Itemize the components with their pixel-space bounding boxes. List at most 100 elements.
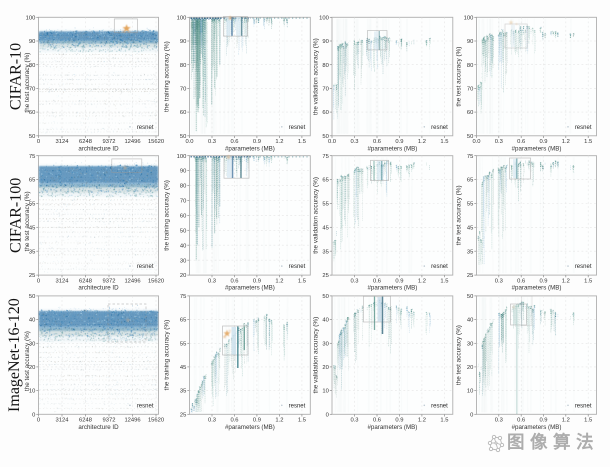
svg-text:15620: 15620 bbox=[148, 139, 164, 145]
svg-text:40: 40 bbox=[180, 243, 186, 249]
svg-text:1.2: 1.2 bbox=[562, 278, 570, 284]
svg-text:90: 90 bbox=[467, 39, 473, 45]
svg-text:75: 75 bbox=[180, 294, 186, 300]
svg-text:1.2: 1.2 bbox=[562, 139, 570, 145]
svg-text:0.9: 0.9 bbox=[539, 418, 547, 424]
svg-text:0.3: 0.3 bbox=[350, 139, 358, 145]
svg-text:65: 65 bbox=[29, 178, 35, 184]
svg-text:25: 25 bbox=[322, 273, 328, 279]
svg-text:0.6: 0.6 bbox=[373, 139, 381, 145]
svg-text:65: 65 bbox=[322, 178, 328, 184]
svg-text:1.5: 1.5 bbox=[298, 278, 306, 284]
svg-text:0.9: 0.9 bbox=[539, 278, 547, 284]
svg-text:50: 50 bbox=[180, 228, 186, 234]
svg-text:60: 60 bbox=[180, 110, 186, 116]
svg-text:1.5: 1.5 bbox=[298, 139, 306, 145]
svg-text:6248: 6248 bbox=[79, 278, 92, 284]
svg-text:60: 60 bbox=[322, 110, 328, 116]
svg-text:#parameters (MB): #parameters (MB) bbox=[367, 145, 417, 152]
svg-text:the training accuracy (%): the training accuracy (%) bbox=[164, 180, 171, 251]
svg-text:resnet: resnet bbox=[575, 403, 592, 409]
svg-text:1.5: 1.5 bbox=[584, 139, 592, 145]
svg-text:3124: 3124 bbox=[56, 418, 70, 424]
svg-text:#parameters (MB): #parameters (MB) bbox=[512, 424, 562, 431]
svg-text:#parameters (MB): #parameters (MB) bbox=[367, 424, 417, 431]
svg-text:0: 0 bbox=[37, 418, 40, 424]
svg-text:1.2: 1.2 bbox=[562, 418, 570, 424]
svg-text:0: 0 bbox=[37, 278, 40, 284]
svg-text:0.6: 0.6 bbox=[517, 278, 525, 284]
svg-text:50: 50 bbox=[29, 294, 35, 300]
svg-text:45: 45 bbox=[467, 225, 473, 231]
svg-text:50: 50 bbox=[467, 134, 473, 140]
svg-text:80: 80 bbox=[180, 184, 186, 190]
svg-text:0.0: 0.0 bbox=[328, 139, 336, 145]
svg-text:50: 50 bbox=[180, 134, 186, 140]
svg-text:resnet: resnet bbox=[575, 264, 592, 270]
svg-text:0.3: 0.3 bbox=[208, 139, 216, 145]
svg-text:55: 55 bbox=[467, 202, 473, 208]
svg-text:the test accuracy (%): the test accuracy (%) bbox=[24, 191, 31, 251]
svg-text:resnet: resnet bbox=[431, 264, 448, 270]
svg-text:1.2: 1.2 bbox=[275, 139, 283, 145]
svg-text:80: 80 bbox=[180, 63, 186, 69]
svg-text:1.2: 1.2 bbox=[275, 418, 283, 424]
svg-text:55: 55 bbox=[180, 341, 186, 347]
svg-text:resnet: resnet bbox=[289, 264, 306, 270]
svg-text:50: 50 bbox=[322, 294, 328, 300]
svg-text:0.3: 0.3 bbox=[495, 418, 503, 424]
svg-text:0: 0 bbox=[326, 412, 329, 418]
svg-text:0.9: 0.9 bbox=[253, 139, 261, 145]
svg-text:the validation accuracy (%): the validation accuracy (%) bbox=[313, 317, 320, 394]
svg-text:25: 25 bbox=[29, 273, 35, 279]
svg-text:90: 90 bbox=[322, 39, 328, 45]
svg-text:90: 90 bbox=[180, 169, 186, 175]
svg-text:0.6: 0.6 bbox=[373, 418, 381, 424]
svg-text:1.2: 1.2 bbox=[418, 278, 426, 284]
svg-text:40: 40 bbox=[322, 318, 328, 324]
svg-text:25: 25 bbox=[180, 412, 186, 418]
svg-text:0.9: 0.9 bbox=[253, 278, 261, 284]
svg-text:0.9: 0.9 bbox=[395, 139, 403, 145]
svg-text:#parameters (MB): #parameters (MB) bbox=[512, 145, 562, 152]
svg-text:80: 80 bbox=[467, 63, 473, 69]
svg-text:1.2: 1.2 bbox=[418, 139, 426, 145]
svg-text:resnet: resnet bbox=[137, 403, 154, 409]
svg-text:1.2: 1.2 bbox=[275, 278, 283, 284]
svg-text:70: 70 bbox=[180, 199, 186, 205]
svg-text:the validation accuracy (%): the validation accuracy (%) bbox=[313, 38, 320, 115]
svg-text:70: 70 bbox=[180, 87, 186, 93]
svg-text:70: 70 bbox=[29, 87, 35, 93]
svg-text:0.3: 0.3 bbox=[208, 418, 216, 424]
svg-text:the test accuracy (%): the test accuracy (%) bbox=[24, 331, 31, 391]
svg-text:CIFAR-100: CIFAR-100 bbox=[8, 178, 25, 253]
svg-text:0.3: 0.3 bbox=[350, 278, 358, 284]
svg-text:10: 10 bbox=[322, 389, 328, 395]
svg-text:55: 55 bbox=[29, 202, 35, 208]
svg-text:1.5: 1.5 bbox=[298, 418, 306, 424]
svg-text:0.6: 0.6 bbox=[517, 418, 525, 424]
svg-text:65: 65 bbox=[467, 178, 473, 184]
svg-text:0.9: 0.9 bbox=[539, 139, 547, 145]
svg-text:12496: 12496 bbox=[124, 278, 140, 284]
svg-text:25: 25 bbox=[467, 273, 473, 279]
svg-text:35: 35 bbox=[322, 249, 328, 255]
svg-text:the validation accuracy (%): the validation accuracy (%) bbox=[313, 177, 320, 254]
svg-text:30: 30 bbox=[29, 341, 35, 347]
svg-text:the training accuracy (%): the training accuracy (%) bbox=[164, 320, 171, 391]
svg-text:15620: 15620 bbox=[148, 278, 164, 284]
svg-text:0: 0 bbox=[32, 412, 35, 418]
svg-text:40: 40 bbox=[467, 318, 473, 324]
svg-text:30: 30 bbox=[180, 258, 186, 264]
svg-text:0.6: 0.6 bbox=[517, 139, 525, 145]
svg-text:100: 100 bbox=[26, 15, 36, 21]
svg-text:0.3: 0.3 bbox=[350, 418, 358, 424]
svg-text:0.6: 0.6 bbox=[230, 278, 238, 284]
svg-text:90: 90 bbox=[180, 39, 186, 45]
svg-text:100: 100 bbox=[177, 154, 187, 160]
svg-text:1.5: 1.5 bbox=[584, 418, 592, 424]
svg-text:resnet: resnet bbox=[431, 403, 448, 409]
svg-text:0: 0 bbox=[470, 412, 473, 418]
svg-text:70: 70 bbox=[467, 87, 473, 93]
svg-text:12496: 12496 bbox=[124, 418, 140, 424]
